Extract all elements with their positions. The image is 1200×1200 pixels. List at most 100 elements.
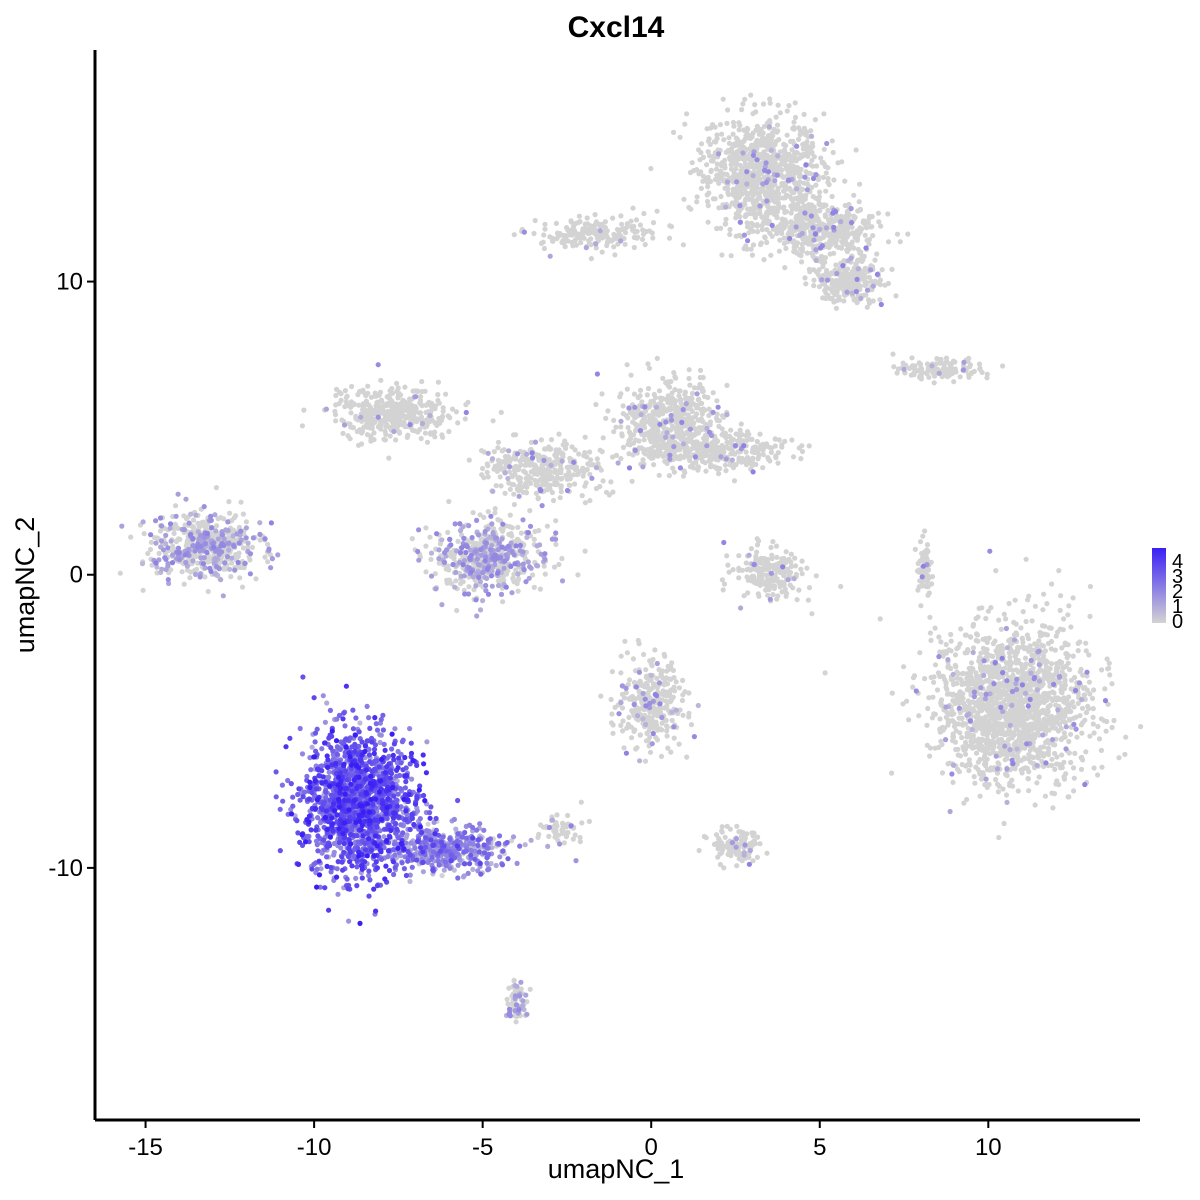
data-point — [724, 171, 730, 178]
data-point — [374, 399, 380, 406]
data-point — [686, 375, 692, 382]
data-point — [924, 542, 931, 548]
data-point — [919, 366, 925, 372]
data-point — [660, 406, 667, 412]
data-point — [719, 577, 726, 583]
data-point — [786, 103, 792, 109]
data-point — [729, 200, 735, 206]
data-point — [249, 544, 255, 551]
data-point — [470, 539, 476, 545]
data-point — [758, 126, 764, 132]
data-point — [728, 253, 734, 259]
data-point — [852, 296, 858, 302]
data-point — [644, 392, 650, 398]
data-point — [187, 575, 193, 581]
data-point — [387, 388, 393, 394]
data-point — [739, 455, 745, 462]
data-point — [829, 138, 835, 144]
data-point — [849, 273, 855, 279]
data-point — [791, 119, 797, 125]
data-point — [336, 401, 342, 407]
data-point — [833, 215, 839, 221]
data-point — [788, 563, 795, 570]
data-point — [951, 367, 957, 374]
data-point — [724, 382, 730, 388]
data-point — [948, 638, 954, 644]
data-point — [445, 563, 451, 569]
data-point — [796, 136, 802, 142]
data-point — [618, 391, 624, 397]
data-point — [829, 281, 835, 287]
data-point — [183, 516, 190, 522]
data-point — [948, 361, 954, 367]
data-point — [979, 605, 985, 611]
data-point — [826, 243, 832, 249]
data-point — [600, 478, 606, 484]
data-point — [843, 284, 849, 290]
data-point — [720, 587, 726, 593]
data-point — [522, 482, 528, 488]
data-point — [752, 102, 758, 108]
data-point — [694, 405, 700, 411]
data-point — [792, 155, 798, 161]
data-point — [831, 177, 837, 183]
data-point — [580, 233, 586, 239]
data-point — [781, 153, 787, 159]
data-point — [843, 273, 849, 279]
data-point — [626, 451, 632, 457]
data-point — [763, 441, 770, 447]
data-point — [633, 437, 639, 443]
data-point — [576, 233, 582, 239]
data-point — [764, 227, 770, 233]
data-point — [801, 130, 808, 136]
data-point — [558, 489, 564, 495]
data-point — [782, 265, 788, 271]
data-point — [743, 449, 749, 455]
data-point — [967, 364, 973, 370]
data-point — [923, 569, 929, 575]
data-point — [794, 597, 800, 603]
data-point — [660, 411, 666, 417]
data-point — [466, 584, 472, 590]
data-point — [705, 219, 711, 225]
data-point — [627, 436, 634, 442]
data-point — [733, 462, 739, 468]
data-point — [1070, 765, 1077, 771]
data-point — [650, 416, 656, 422]
data-point — [365, 390, 371, 396]
data-point — [586, 241, 593, 247]
data-point — [720, 430, 727, 436]
data-point — [428, 556, 434, 563]
data-point — [1022, 655, 1029, 661]
data-point — [405, 413, 411, 419]
data-point — [629, 478, 635, 484]
data-point — [1000, 363, 1006, 369]
data-point — [725, 440, 731, 446]
data-point — [804, 565, 810, 571]
data-point — [393, 415, 399, 421]
data-point — [760, 188, 767, 194]
data-point — [506, 469, 512, 475]
data-point — [353, 413, 359, 419]
data-point — [889, 266, 895, 272]
data-point — [820, 295, 826, 301]
data-point — [564, 476, 570, 482]
data-point — [822, 670, 828, 676]
data-point — [299, 423, 305, 429]
data-point — [637, 222, 644, 228]
data-point — [934, 687, 941, 693]
data-point — [378, 410, 384, 416]
data-point — [698, 141, 705, 147]
data-point — [496, 578, 502, 584]
data-point — [631, 391, 638, 397]
data-point — [240, 511, 246, 517]
data-point — [791, 126, 797, 132]
data-point — [869, 278, 875, 284]
data-point — [990, 641, 997, 647]
data-point — [651, 431, 657, 437]
data-point — [349, 383, 355, 390]
data-point — [148, 539, 154, 545]
data-point — [916, 360, 922, 366]
data-point — [866, 274, 873, 280]
data-point — [427, 409, 433, 415]
